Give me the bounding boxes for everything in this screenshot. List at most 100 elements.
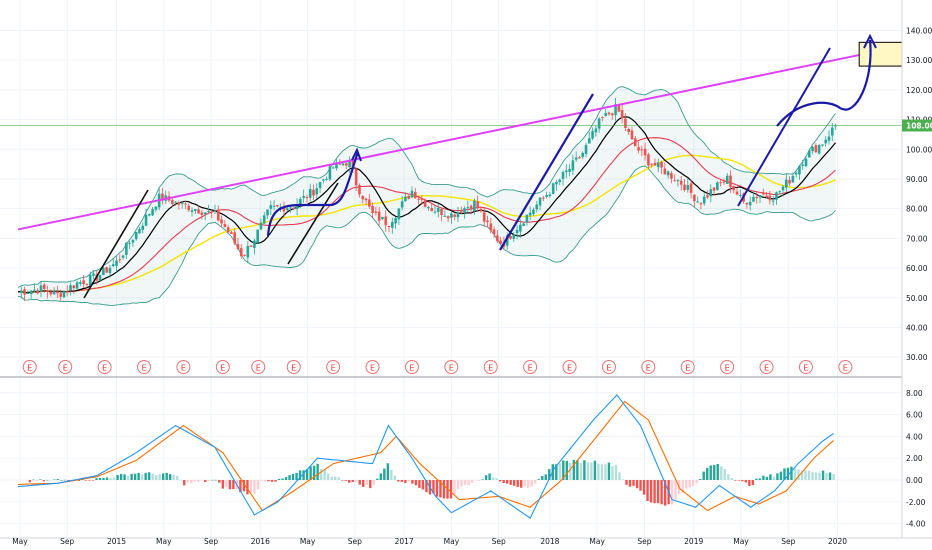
histogram-bar xyxy=(326,473,330,480)
histogram-bar xyxy=(435,480,439,497)
candle-body xyxy=(151,209,154,216)
histogram-bar xyxy=(281,478,284,480)
histogram-bar xyxy=(477,480,481,481)
histogram-bar xyxy=(151,473,154,480)
histogram-bar xyxy=(814,472,818,480)
candle-body xyxy=(542,197,545,199)
candle-body xyxy=(246,245,250,258)
histogram-bar xyxy=(214,479,218,481)
histogram-bar xyxy=(169,474,172,480)
histogram-bar xyxy=(397,480,400,482)
earnings-label: E xyxy=(63,364,68,373)
candle-body xyxy=(456,212,460,218)
price-tick-label: 40.00 xyxy=(906,323,928,332)
histogram-bar xyxy=(720,466,723,480)
histogram-bar xyxy=(730,477,733,480)
candle-body xyxy=(190,210,194,212)
histogram-bar xyxy=(614,464,618,480)
earnings-label: E xyxy=(331,364,336,373)
candle-body xyxy=(620,110,624,119)
histogram-bar xyxy=(583,460,586,480)
histogram-bar xyxy=(207,480,211,481)
candle-body xyxy=(161,193,164,201)
candle-body xyxy=(709,189,713,197)
histogram-bar xyxy=(344,480,347,481)
histogram-bar xyxy=(456,480,460,490)
histogram-bar xyxy=(818,472,821,480)
price-tick-label: 120.00 xyxy=(906,86,932,95)
histogram-bar xyxy=(211,479,214,481)
candle-body xyxy=(499,240,502,244)
candle-body xyxy=(423,200,427,207)
candle-body xyxy=(656,162,660,168)
histogram-bar xyxy=(674,480,677,500)
histogram-bar xyxy=(534,480,537,484)
time-tick-label: Sep xyxy=(204,537,218,546)
candle-body xyxy=(522,223,525,226)
earnings-label: E xyxy=(646,364,651,373)
histogram-bar xyxy=(611,466,614,480)
candle-body xyxy=(420,198,424,200)
histogram-bar xyxy=(776,473,779,480)
candle-body xyxy=(243,254,246,256)
candle-body xyxy=(312,189,315,196)
histogram-bar xyxy=(558,463,562,480)
candle-body xyxy=(305,197,309,199)
candle-body xyxy=(56,291,59,294)
candle-body xyxy=(574,157,578,160)
histogram-bar xyxy=(49,480,53,481)
candle-body xyxy=(42,284,46,289)
histogram-bar xyxy=(362,480,365,487)
candle-body xyxy=(817,144,821,154)
histogram-bar xyxy=(709,465,712,480)
candle-body xyxy=(59,293,62,297)
candle-body xyxy=(492,229,496,235)
candle-body xyxy=(594,128,598,133)
candle-body xyxy=(46,290,49,292)
histogram-bar xyxy=(218,480,221,483)
candle-body xyxy=(118,259,122,261)
histogram-bar xyxy=(119,473,123,480)
moving-averages xyxy=(17,116,836,294)
candle-body xyxy=(391,222,394,228)
candle-body xyxy=(433,211,437,213)
candle-body xyxy=(26,293,30,295)
candle-body xyxy=(341,163,345,166)
histogram-bar xyxy=(312,465,316,480)
histogram-bar xyxy=(249,480,253,493)
candle-body xyxy=(65,291,69,293)
ma-slow xyxy=(17,154,836,294)
time-tick-label: May xyxy=(733,537,749,546)
earnings-label: E xyxy=(725,364,730,373)
histogram-bar xyxy=(467,480,470,486)
time-tick-label: 2015 xyxy=(107,537,126,546)
price-tick-label: 130.00 xyxy=(906,56,932,65)
histogram-bar xyxy=(800,470,804,480)
histogram-bar xyxy=(39,479,42,480)
histogram-bar xyxy=(305,468,309,480)
histogram-bar xyxy=(699,478,702,480)
candle-body xyxy=(466,207,470,209)
candle-body xyxy=(98,275,102,281)
earnings-marker xyxy=(215,360,230,374)
candle-body xyxy=(604,112,608,117)
histogram-bar xyxy=(453,480,456,495)
histogram-bar xyxy=(316,463,319,480)
candle-body xyxy=(75,282,79,289)
price-tick-label: 70.00 xyxy=(906,234,928,243)
earnings-marker xyxy=(97,360,112,374)
histogram-bar xyxy=(105,477,109,480)
candle-body xyxy=(292,208,296,210)
candle-body xyxy=(318,182,322,188)
histogram-bar xyxy=(463,480,467,485)
candle-body xyxy=(752,196,755,202)
candle-body xyxy=(712,187,716,191)
histogram-bar xyxy=(60,479,63,481)
candle-body xyxy=(768,195,772,201)
earnings-label: E xyxy=(409,364,414,373)
candle-body xyxy=(627,128,630,133)
macd-tick-label: -4.00 xyxy=(906,520,926,529)
signal-line xyxy=(17,400,834,512)
time-tick-label: Sep xyxy=(492,537,506,546)
